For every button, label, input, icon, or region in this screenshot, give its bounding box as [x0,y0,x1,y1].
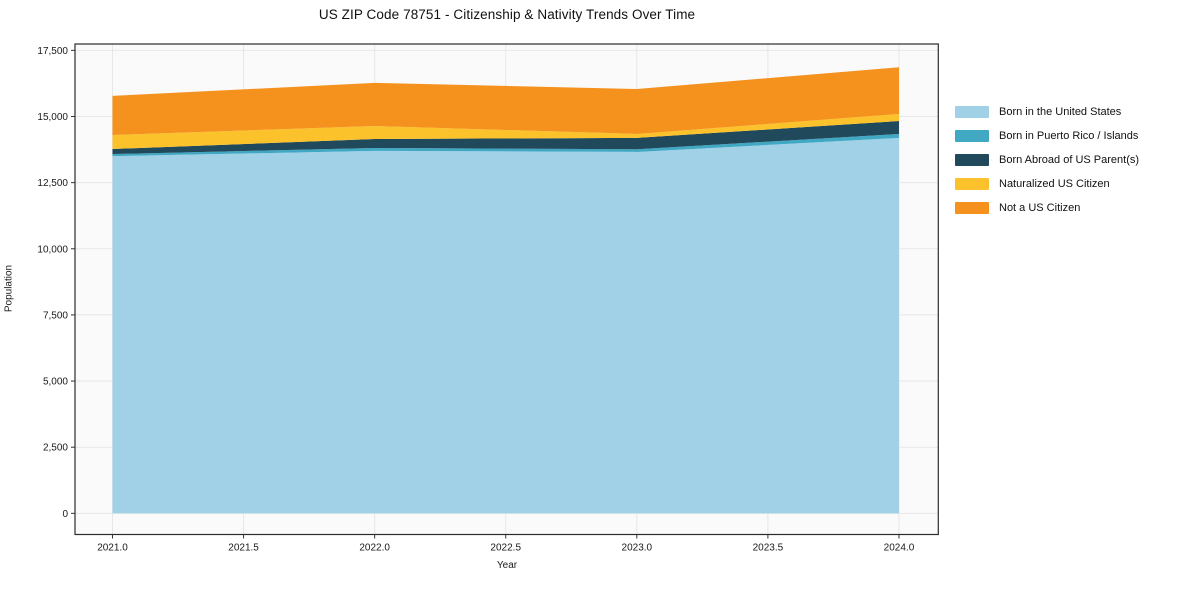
y-axis-label: Population [3,264,15,313]
legend-label: Born in the United States [999,106,1122,118]
legend-item-born-in-the-united-states: Born in the United States [955,106,1139,118]
x-tick-label: 2021.5 [228,543,259,554]
area-naturalized-us-citizen [112,113,899,150]
x-axis-label: Year [496,560,518,571]
legend-item-born-abroad-of-us-parent-s: Born Abroad of US Parent(s) [955,154,1139,166]
x-tick-label: 2022.0 [359,543,390,554]
legend-label: Not a US Citizen [999,202,1081,214]
legend-item-naturalized-us-citizen: Naturalized US Citizen [955,178,1139,190]
legend-swatch [955,130,989,142]
x-tick-label: 2022.5 [490,543,521,554]
legend-label: Born Abroad of US Parent(s) [999,154,1140,166]
legend-swatch [955,154,989,166]
x-tick-label: 2023.5 [753,543,784,554]
area-born-in-puerto-rico-islands [112,133,899,157]
legend: Born in the United States Born in Puerto … [955,106,1139,226]
legend-label: Naturalized US Citizen [999,178,1110,190]
legend-item-born-in-puerto-rico-islands: Born in Puerto Rico / Islands [955,130,1139,142]
y-tick-label: 7,500 [43,310,68,321]
y-tick-label: 2,500 [43,443,68,454]
legend-label: Born in Puerto Rico / Islands [999,130,1139,142]
area-not-a-us-citizen [112,67,899,136]
legend-swatch [955,106,989,118]
chart-title: US ZIP Code 78751 - Citizenship & Nativi… [318,7,696,22]
x-tick-label: 2021.0 [97,543,128,554]
area-born-in-the-united-states [112,137,899,514]
legend-item-not-a-us-citizen: Not a US Citizen [955,202,1139,214]
y-tick-label: 10,000 [37,244,68,255]
y-tick-label: 12,500 [37,178,68,189]
area-born-abroad-of-us-parent-s [112,120,899,155]
plot-frame [74,43,939,536]
x-tick-label: 2024.0 [884,543,915,554]
y-tick-label: 17,500 [37,46,68,57]
y-tick-label: 15,000 [37,112,68,123]
y-tick-label: 5,000 [43,377,68,388]
x-tick-label: 2023.0 [622,543,653,554]
legend-swatch [955,202,989,214]
legend-swatch [955,178,989,190]
y-tick-label: 0 [62,509,68,520]
